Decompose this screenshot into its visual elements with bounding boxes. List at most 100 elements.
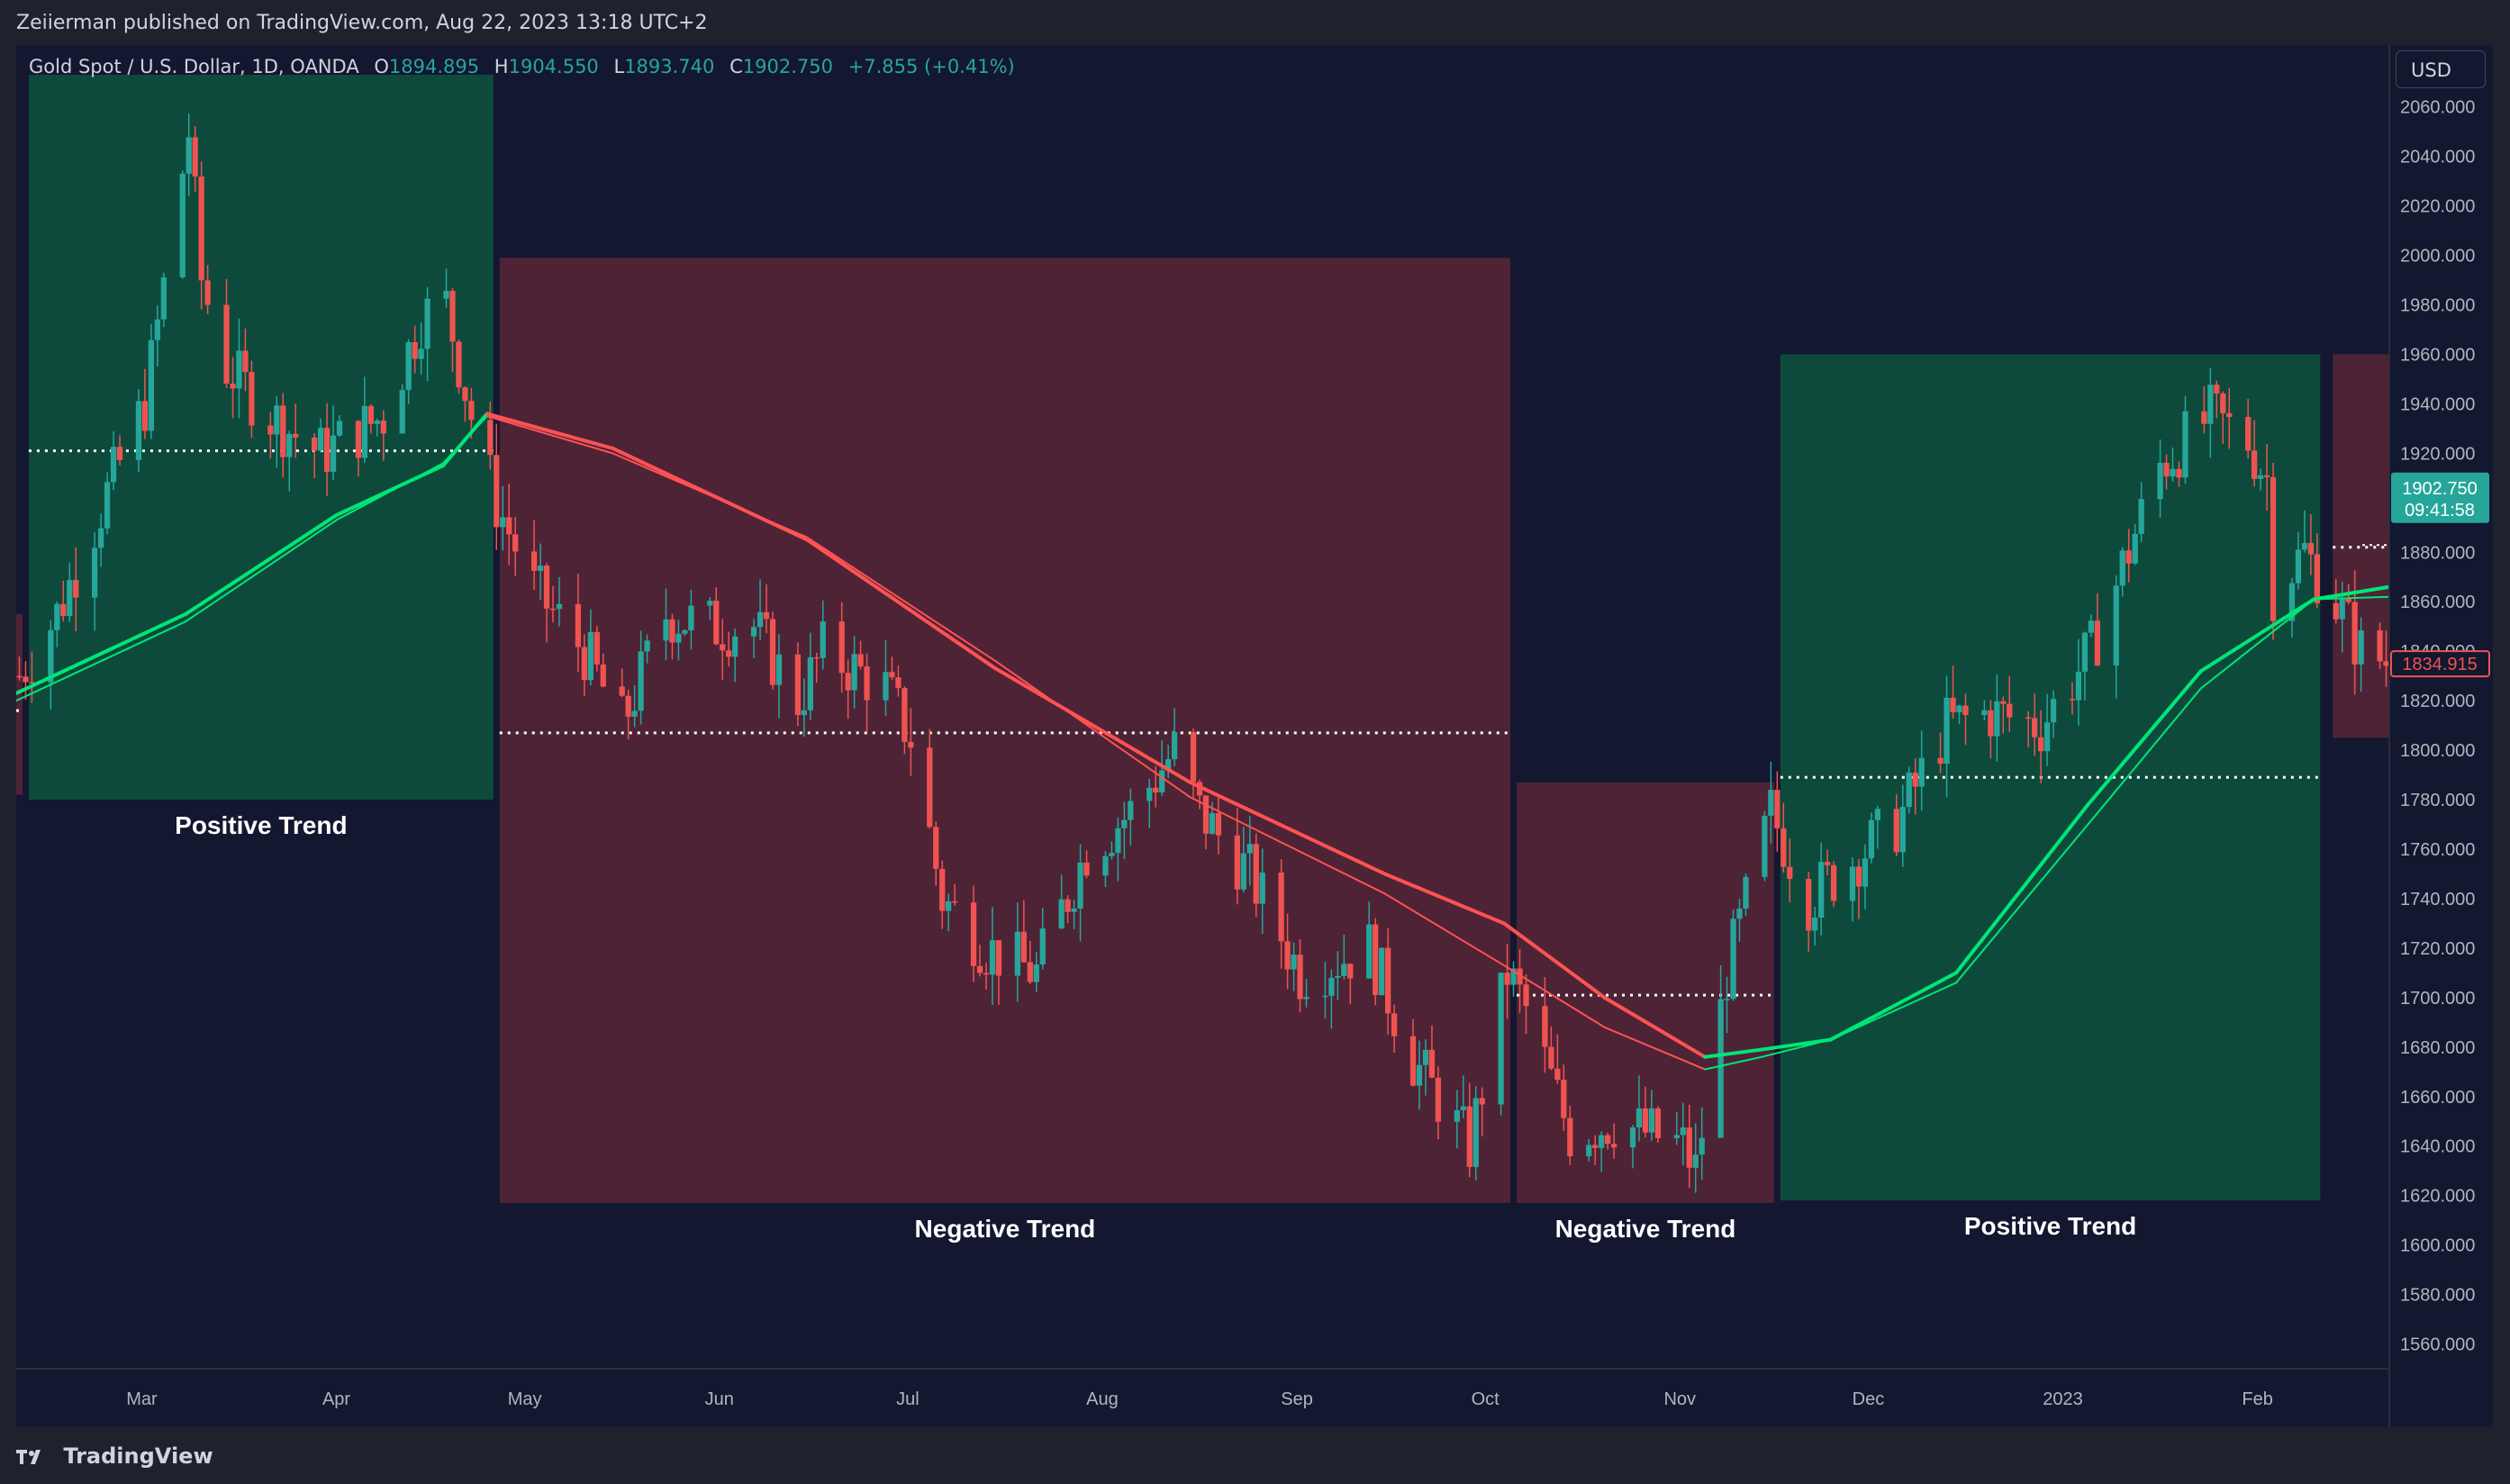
- candle-body: [1850, 866, 1855, 900]
- candle-body: [1787, 867, 1792, 879]
- candle-body: [927, 747, 932, 827]
- candle-body: [1254, 844, 1259, 903]
- candle-body: [1417, 1065, 1422, 1086]
- candle-body: [1869, 820, 1874, 858]
- candle-body: [2170, 469, 2175, 476]
- time-tick-label: Jul: [896, 1389, 920, 1409]
- candle-body: [456, 341, 461, 387]
- candle-body: [2270, 477, 2276, 621]
- candle-body: [713, 601, 719, 644]
- candle-body: [1561, 1080, 1566, 1118]
- last-price-value: 1902.750: [2402, 479, 2477, 499]
- price-tick-label: 1880.000: [2400, 543, 2475, 563]
- candle-body: [462, 387, 467, 401]
- candle-body: [92, 547, 97, 597]
- candle-body: [2258, 475, 2263, 479]
- candle-body: [2352, 602, 2358, 665]
- currency-button[interactable]: USD: [2396, 50, 2486, 88]
- candle-body: [1241, 854, 1246, 890]
- candle-body: [1335, 976, 1340, 978]
- candle-body: [2296, 549, 2301, 583]
- candle-body: [242, 350, 248, 372]
- candle-body: [1875, 809, 1880, 820]
- price-tick-label: 1940.000: [2400, 394, 2475, 414]
- candle-body: [2226, 413, 2232, 417]
- close-label: C: [729, 56, 743, 77]
- candle-body: [1028, 962, 1033, 982]
- candle-body: [638, 651, 643, 710]
- candle-body: [682, 630, 687, 634]
- price-tick-label: 1760.000: [2400, 840, 2475, 860]
- candle-body: [155, 320, 160, 340]
- candle-body: [952, 901, 957, 903]
- price-tick-label: 2000.000: [2400, 247, 2475, 267]
- price-axis: 1560.0001580.0001600.0001620.0001640.000…: [2389, 45, 2493, 1427]
- time-tick-label: Apr: [322, 1389, 350, 1409]
- low-label: L: [613, 56, 624, 77]
- candle-body: [1944, 698, 1949, 764]
- trend-zone-label: Negative Trend: [1555, 1215, 1736, 1243]
- price-tick-label: 2040.000: [2400, 148, 2475, 167]
- candle-body: [1919, 758, 1925, 787]
- candle-body: [1172, 732, 1177, 759]
- candle-body: [1260, 873, 1265, 904]
- time-tick-label: Aug: [1086, 1389, 1119, 1409]
- candle-body: [1423, 1050, 1428, 1065]
- candlestick-chart[interactable]: Positive Trend Negative Trend Negative Tre…: [16, 45, 2493, 1427]
- candle-body: [889, 672, 894, 677]
- time-tick-label: Sep: [1281, 1389, 1313, 1409]
- candle-body: [939, 869, 945, 911]
- candle-body: [98, 529, 104, 548]
- candle-body: [223, 305, 229, 384]
- price-tick-label: 1580.000: [2400, 1286, 2475, 1306]
- candle-body: [337, 421, 342, 435]
- candle-body: [1913, 773, 1918, 787]
- candle-body: [2377, 630, 2382, 661]
- tradingview-icon: [16, 1448, 49, 1466]
- candle-body: [2220, 394, 2225, 413]
- price-tick-label: 1640.000: [2400, 1137, 2475, 1157]
- candle-body: [601, 665, 606, 686]
- candle-body: [2000, 701, 2006, 704]
- candle-body: [2089, 620, 2094, 632]
- price-tick-label: 2020.000: [2400, 197, 2475, 217]
- candle-body: [418, 348, 423, 358]
- candle-body: [136, 401, 141, 460]
- candle-body: [2302, 543, 2307, 549]
- candle-body: [2333, 603, 2339, 620]
- candle-body: [864, 666, 869, 701]
- candle-body: [2346, 599, 2351, 602]
- candle-body: [1059, 900, 1065, 928]
- candle-body: [557, 604, 562, 609]
- candle-body: [1586, 1145, 1591, 1156]
- candle-body: [1303, 997, 1309, 999]
- candle-body: [1467, 1107, 1472, 1167]
- candle-body: [1328, 978, 1334, 996]
- candle-body: [1950, 698, 1955, 712]
- candle-body: [1981, 710, 1987, 715]
- candle-body: [1599, 1136, 1604, 1148]
- candle-body: [1040, 928, 1046, 964]
- candle-body: [494, 455, 499, 527]
- chart-frame[interactable]: Positive Trend Negative Trend Negative Tre…: [16, 45, 2493, 1427]
- candle-body: [1636, 1108, 1642, 1127]
- time-tick-label: 2023: [2043, 1389, 2083, 1409]
- symbol-name[interactable]: Gold Spot / U.S. Dollar, 1D, OANDA: [29, 56, 359, 77]
- candle-body: [1542, 1006, 1547, 1046]
- candle-body: [1128, 801, 1133, 819]
- high-label: H: [494, 56, 509, 77]
- candle-body: [588, 632, 594, 680]
- candle-body: [751, 627, 757, 637]
- candle-body: [1611, 1144, 1617, 1147]
- candle-body: [1862, 858, 1868, 886]
- candle-body: [506, 517, 512, 534]
- candle-body: [1818, 862, 1824, 918]
- candle-body: [1681, 1127, 1686, 1135]
- candle-body: [512, 534, 518, 551]
- trend-zone-positive: [29, 75, 494, 800]
- candle-body: [2214, 385, 2219, 394]
- candle-body: [1762, 816, 1767, 877]
- price-tick-label: 1720.000: [2400, 939, 2475, 959]
- tradingview-logo[interactable]: TradingView: [16, 1443, 213, 1469]
- candle-body: [732, 637, 738, 657]
